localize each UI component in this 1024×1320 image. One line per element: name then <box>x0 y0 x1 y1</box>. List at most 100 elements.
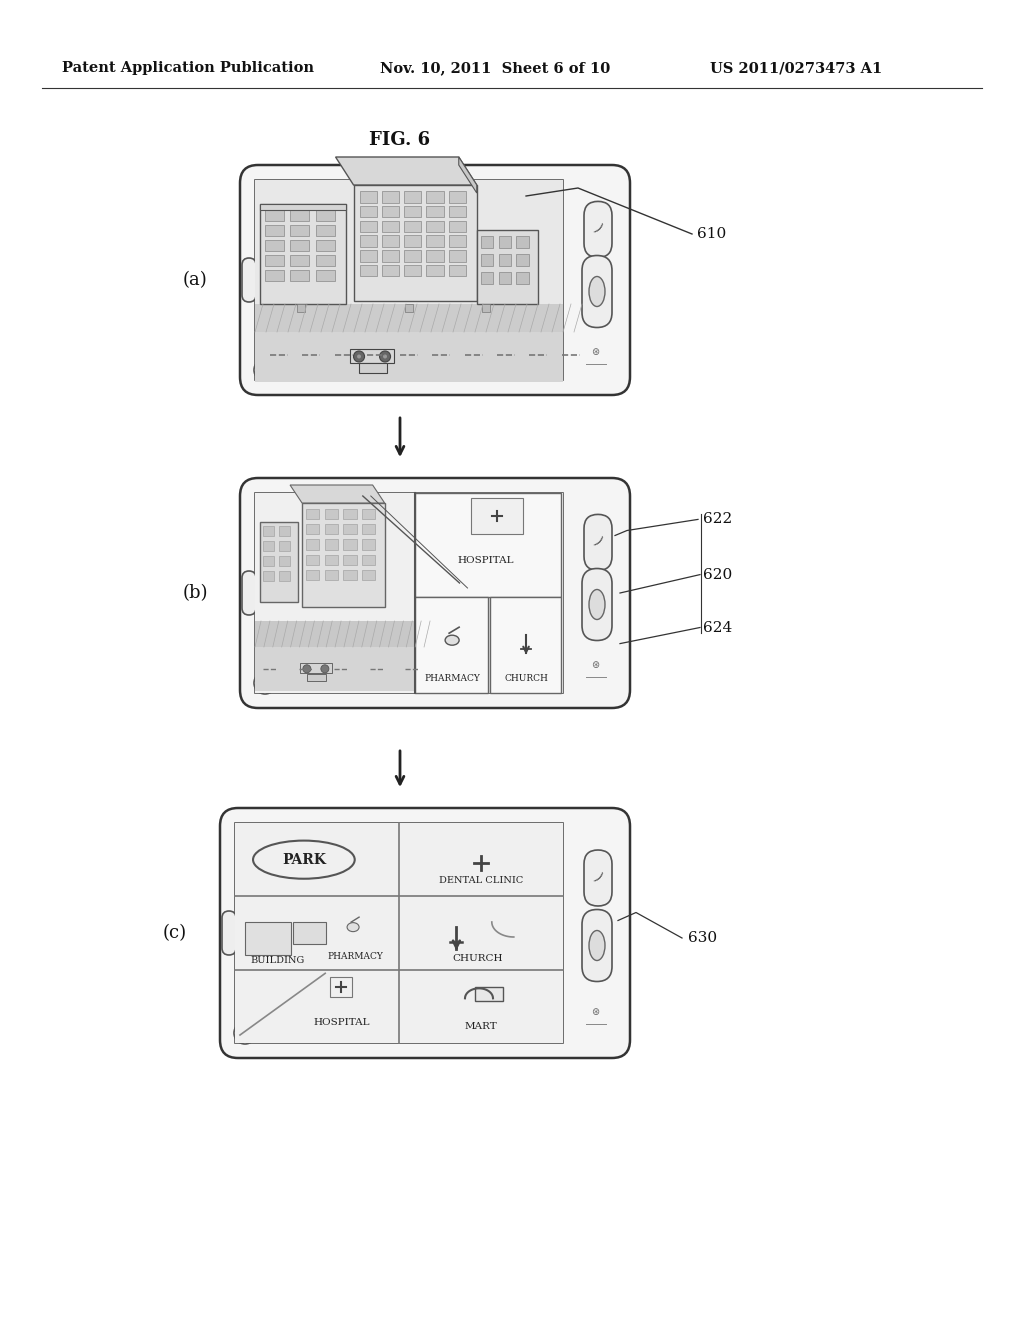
Bar <box>362 540 376 549</box>
Bar <box>306 554 319 565</box>
Bar <box>315 210 335 220</box>
Circle shape <box>357 355 361 359</box>
Text: ): ) <box>591 871 605 884</box>
Bar <box>279 527 290 536</box>
Text: CHURCH: CHURCH <box>504 675 548 684</box>
Ellipse shape <box>589 276 605 306</box>
FancyBboxPatch shape <box>584 202 612 257</box>
Ellipse shape <box>445 635 459 645</box>
Bar <box>415 492 561 597</box>
Bar <box>516 255 529 267</box>
Text: MART: MART <box>465 1023 498 1031</box>
Bar <box>426 191 443 202</box>
Text: 622: 622 <box>703 512 732 527</box>
Text: HOSPITAL: HOSPITAL <box>313 1018 370 1027</box>
Bar <box>480 236 494 248</box>
Bar <box>516 236 529 248</box>
Text: (a): (a) <box>182 271 208 289</box>
Text: FIG. 6: FIG. 6 <box>370 131 430 149</box>
Bar <box>255 180 563 380</box>
Circle shape <box>254 359 276 381</box>
Polygon shape <box>459 157 477 193</box>
Text: HOSPITAL: HOSPITAL <box>458 556 514 565</box>
Bar <box>426 220 443 232</box>
Bar <box>306 570 319 581</box>
Bar <box>325 570 338 581</box>
Bar <box>306 524 319 535</box>
Circle shape <box>254 672 276 694</box>
Bar <box>265 210 284 220</box>
Bar <box>475 987 503 1002</box>
Bar <box>343 524 356 535</box>
Bar <box>382 206 399 218</box>
Bar <box>471 498 523 535</box>
Bar <box>255 647 415 690</box>
Bar <box>291 255 309 267</box>
Text: (c): (c) <box>163 924 187 942</box>
Bar <box>382 235 399 247</box>
Bar <box>343 554 356 565</box>
Bar <box>426 265 443 276</box>
Bar <box>404 235 422 247</box>
Bar <box>404 249 422 261</box>
Bar <box>315 271 335 281</box>
Text: PHARMACY: PHARMACY <box>424 675 480 684</box>
Bar <box>260 205 346 210</box>
Bar <box>482 304 490 312</box>
Bar <box>325 540 338 549</box>
Bar <box>480 255 494 267</box>
Bar <box>499 272 511 284</box>
Text: Nov. 10, 2011  Sheet 6 of 10: Nov. 10, 2011 Sheet 6 of 10 <box>380 61 610 75</box>
Bar <box>263 572 274 581</box>
Bar <box>359 363 387 372</box>
Circle shape <box>234 1022 256 1044</box>
Text: (b): (b) <box>182 583 208 602</box>
Bar <box>291 271 309 281</box>
Bar <box>449 249 466 261</box>
Bar <box>255 304 563 333</box>
Bar <box>234 822 563 1043</box>
Bar <box>350 348 394 363</box>
Bar <box>291 226 309 236</box>
Text: PARK: PARK <box>282 853 326 867</box>
Bar <box>359 220 377 232</box>
Bar <box>263 556 274 566</box>
Circle shape <box>321 665 329 673</box>
Bar <box>362 570 376 581</box>
Bar <box>260 521 298 602</box>
Bar <box>362 508 376 519</box>
Text: PHARMACY: PHARMACY <box>327 952 383 961</box>
Polygon shape <box>290 484 385 503</box>
FancyBboxPatch shape <box>222 911 236 954</box>
Ellipse shape <box>589 590 605 619</box>
Bar <box>315 240 335 251</box>
Circle shape <box>303 665 311 673</box>
Bar <box>255 620 415 647</box>
Bar <box>343 570 356 581</box>
Bar <box>255 180 563 380</box>
Bar <box>302 503 385 607</box>
Bar <box>353 185 477 301</box>
Text: 620: 620 <box>703 568 732 582</box>
Text: DENTAL CLINIC: DENTAL CLINIC <box>439 875 523 884</box>
FancyBboxPatch shape <box>582 256 612 327</box>
Bar <box>404 206 422 218</box>
Text: 624: 624 <box>703 620 732 635</box>
Bar <box>279 556 290 566</box>
FancyBboxPatch shape <box>582 569 612 640</box>
FancyBboxPatch shape <box>240 165 630 395</box>
Text: $\circledast$: $\circledast$ <box>592 1006 601 1016</box>
Bar <box>315 255 335 267</box>
Bar <box>359 235 377 247</box>
Bar <box>263 527 274 536</box>
Bar <box>291 210 309 220</box>
Bar <box>307 673 326 681</box>
Bar <box>279 572 290 581</box>
Bar <box>449 206 466 218</box>
Ellipse shape <box>589 931 605 961</box>
Circle shape <box>380 351 390 362</box>
Bar <box>382 220 399 232</box>
Bar <box>382 265 399 276</box>
Text: Patent Application Publication: Patent Application Publication <box>62 61 314 75</box>
Bar <box>516 272 529 284</box>
